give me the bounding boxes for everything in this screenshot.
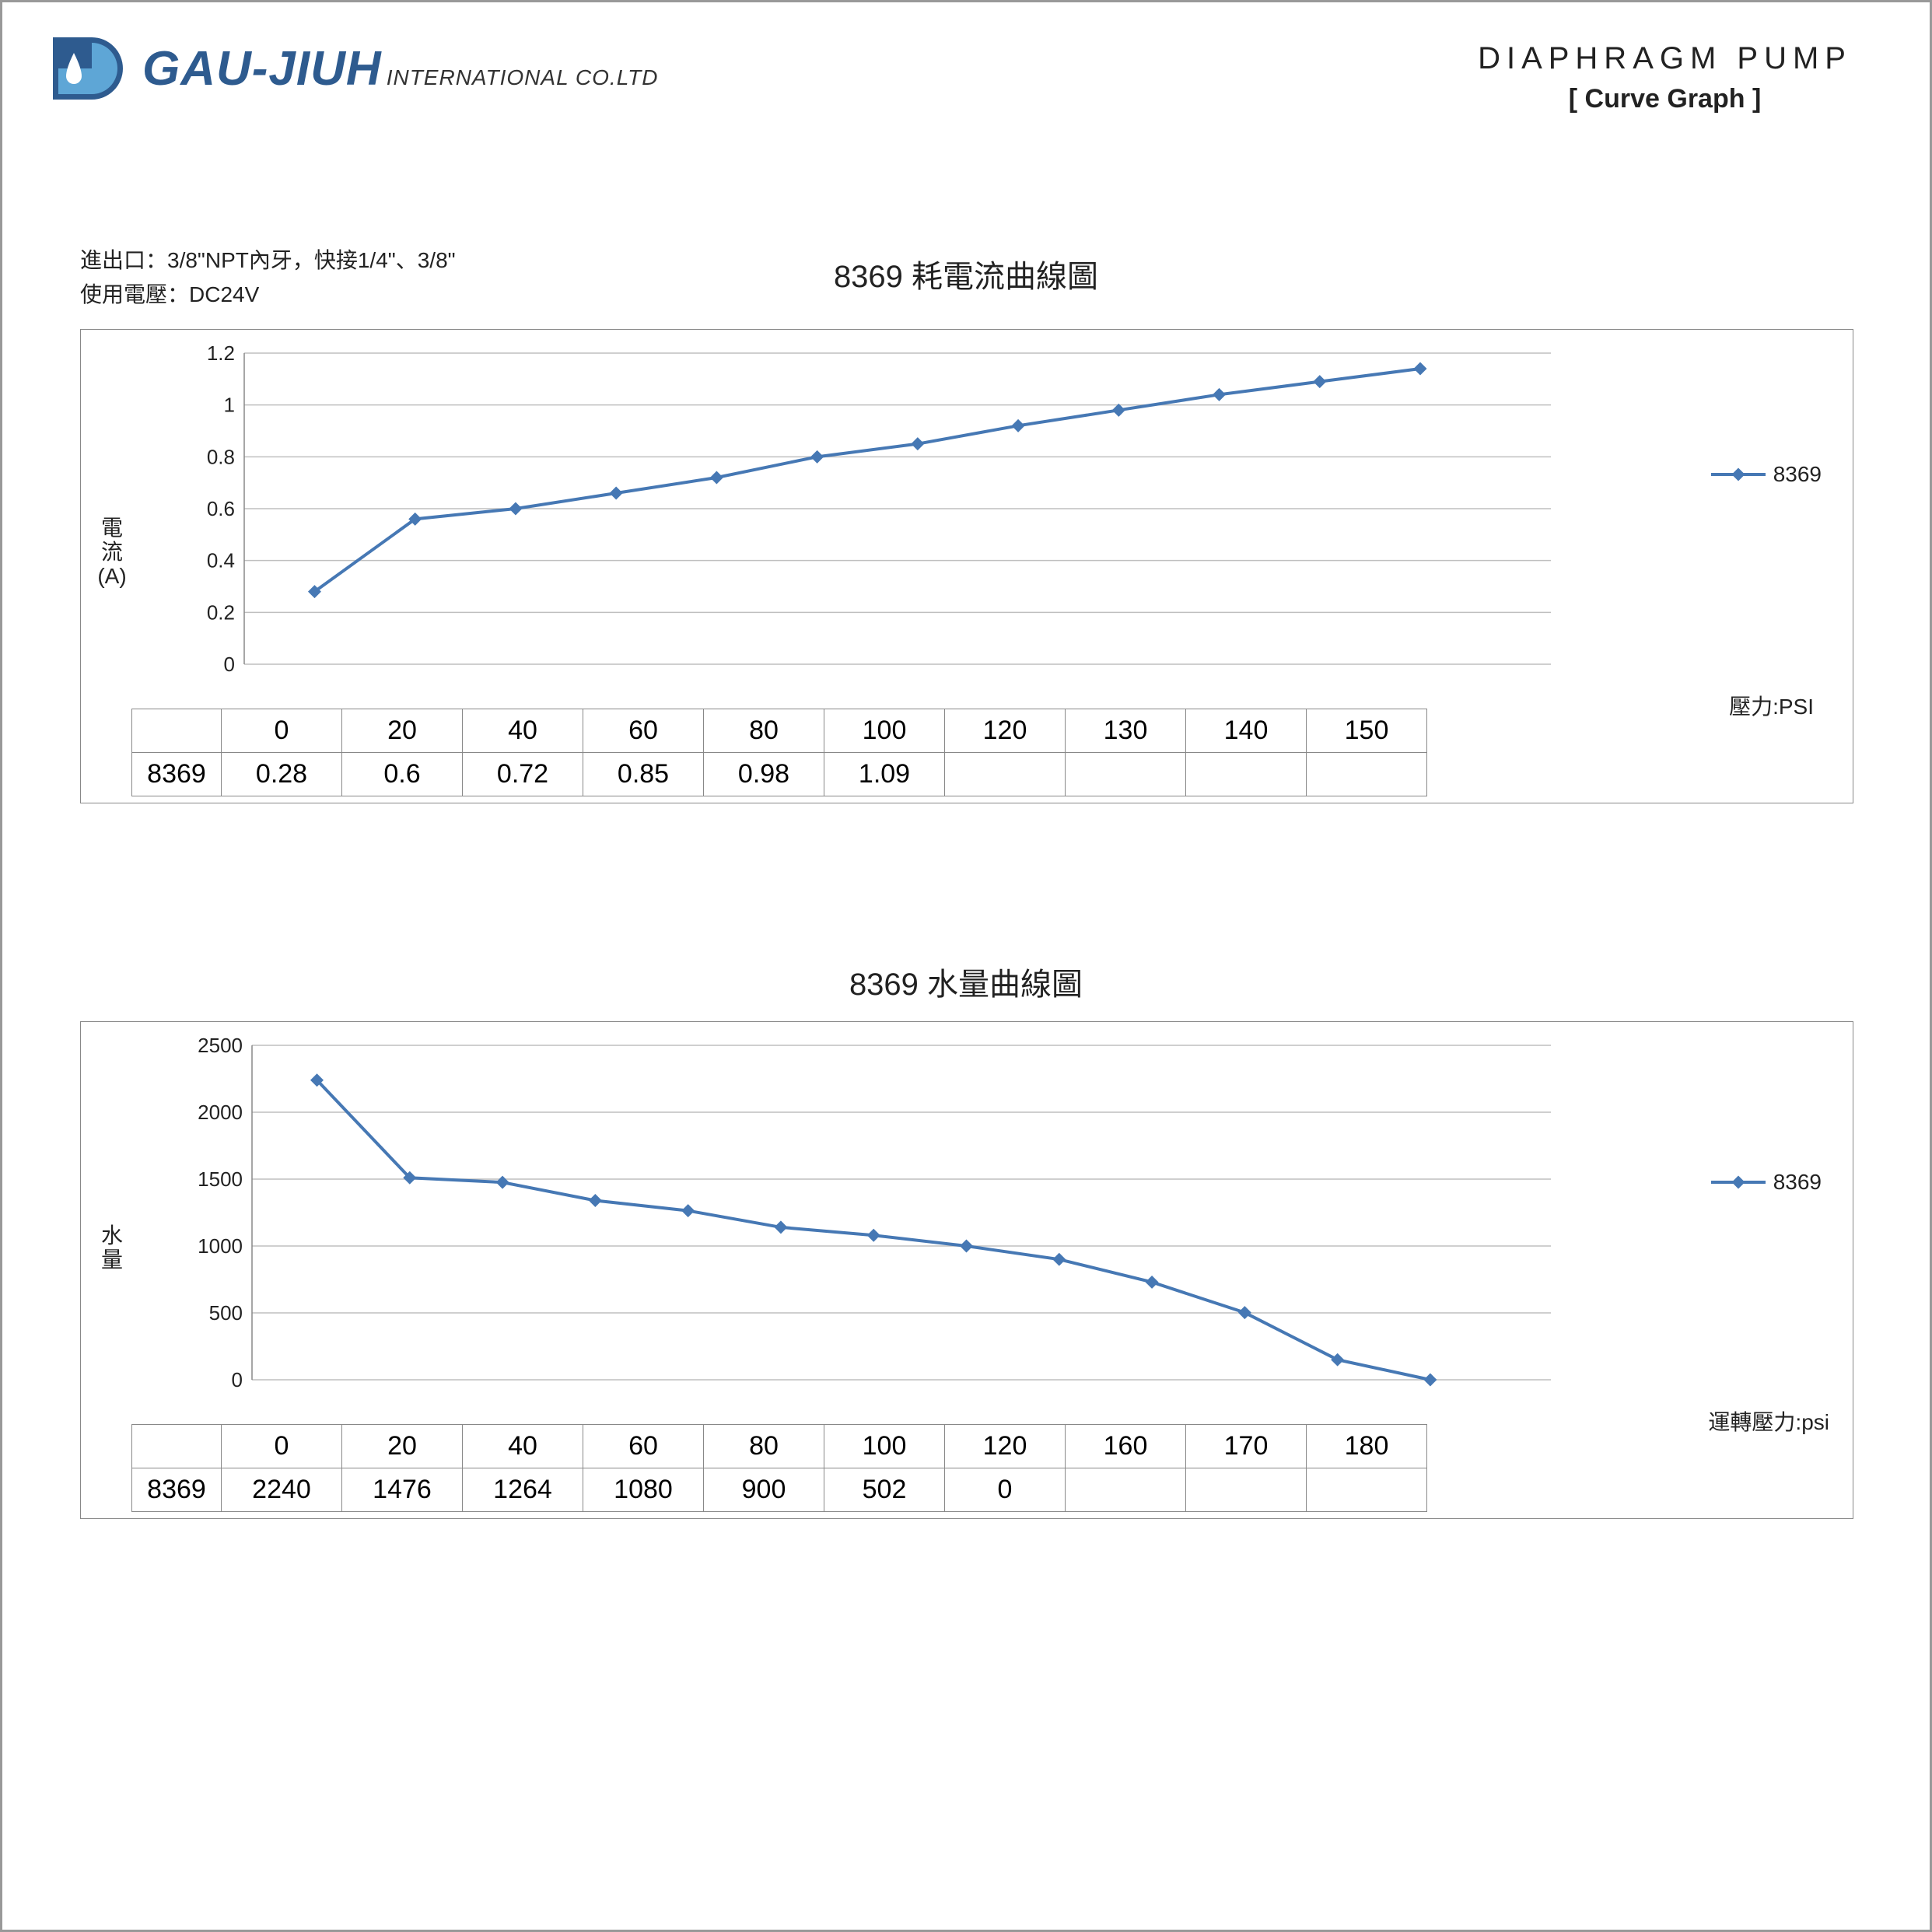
table-x-header: 40 [463,709,583,753]
table-row-label: 8369 [132,1468,222,1512]
chart1-plot: 0 0.2 0.4 0.6 0.8 1 1.2 [174,345,1559,688]
chart2-xlabel: 運轉壓力:psi [1708,1405,1829,1437]
chart1-title: 8369 耗電流曲線圖 [2,251,1930,296]
table-x-header: 80 [704,709,824,753]
table-cell [1307,1468,1427,1512]
table-x-header: 140 [1186,709,1307,753]
svg-text:1500: 1500 [198,1167,243,1191]
table-cell [1066,753,1186,796]
table-x-header: 0 [222,1425,342,1468]
table-x-header: 150 [1307,709,1427,753]
table-x-header: 170 [1186,1425,1307,1468]
product-type: DIAPHRAGM PUMP [1478,41,1852,76]
table-cell: 1080 [583,1468,704,1512]
table-cell: 0.72 [463,753,583,796]
table-cell [1186,753,1307,796]
table-x-header: 130 [1066,709,1186,753]
svg-text:1000: 1000 [198,1234,243,1258]
chart1-ylabel: 電流(A) [96,516,128,588]
svg-text:500: 500 [209,1301,243,1325]
table-x-header: 100 [824,1425,945,1468]
table-x-header: 20 [342,1425,463,1468]
table-cell: 502 [824,1468,945,1512]
table-cell [1307,753,1427,796]
chart1-xlabel: 壓力:PSI [1729,690,1814,721]
table-cell: 900 [704,1468,824,1512]
table-x-header: 160 [1066,1425,1186,1468]
table-cell: 2240 [222,1468,342,1512]
table-cell [1186,1468,1307,1512]
table-cell [1066,1468,1186,1512]
table-row-label: 8369 [132,753,222,796]
table-cell: 0.6 [342,753,463,796]
company-subtitle: INTERNATIONAL CO.LTD [387,65,659,89]
page-frame: GAU-JIUHINTERNATIONAL CO.LTD DIAPHRAGM P… [0,0,1932,1932]
chart2-ylabel: 水量 [100,1224,124,1272]
chart2-table: 0204060801001201601701808369224014761264… [131,1424,1427,1512]
table-x-header: 60 [583,709,704,753]
header: GAU-JIUHINTERNATIONAL CO.LTD DIAPHRAGM P… [49,33,1883,127]
svg-text:0: 0 [224,653,235,676]
chart2-plot: 0 500 1000 1500 2000 2500 [174,1038,1559,1403]
graph-label: [ Curve Graph ] [1478,84,1852,114]
table-cell: 0 [945,1468,1066,1512]
chart2-box: 水量 05001000150020002500 8369 運轉壓力:psi 02… [80,1021,1853,1519]
svg-text:0.6: 0.6 [207,497,235,520]
chart1-series-name: 8369 [1773,462,1822,487]
table-x-header: 120 [945,709,1066,753]
header-right: DIAPHRAGM PUMP [ Curve Graph ] [1478,41,1852,114]
chart1-table: 02040608010012013014015083690.280.60.720… [131,709,1427,796]
table-cell: 1476 [342,1468,463,1512]
table-x-header: 60 [583,1425,704,1468]
company-logo: GAU-JIUHINTERNATIONAL CO.LTD [49,33,659,103]
table-x-header: 40 [463,1425,583,1468]
svg-text:2000: 2000 [198,1101,243,1124]
table-cell: 0.98 [704,753,824,796]
svg-text:1: 1 [224,394,235,417]
table-cell: 0.28 [222,753,342,796]
table-cell [945,753,1066,796]
chart2-series-name: 8369 [1773,1170,1822,1195]
table-x-header: 20 [342,709,463,753]
chart2-legend: 8369 [1711,1170,1822,1195]
chart2-title: 8369 水量曲線圖 [2,959,1930,1004]
company-name: GAU-JIUH [142,42,382,96]
table-x-header: 100 [824,709,945,753]
legend-line-icon [1711,473,1766,476]
chart1-legend: 8369 [1711,462,1822,487]
company-name-block: GAU-JIUHINTERNATIONAL CO.LTD [142,41,659,96]
table-cell: 1264 [463,1468,583,1512]
table-x-header: 180 [1307,1425,1427,1468]
svg-text:2500: 2500 [198,1038,243,1057]
table-cell: 1.09 [824,753,945,796]
svg-text:0.4: 0.4 [207,549,235,572]
logo-icon [49,33,135,103]
svg-text:0: 0 [232,1368,243,1391]
table-x-header: 0 [222,709,342,753]
table-x-header: 80 [704,1425,824,1468]
svg-text:0.8: 0.8 [207,445,235,468]
svg-text:1.2: 1.2 [207,345,235,365]
table-x-header: 120 [945,1425,1066,1468]
svg-text:0.2: 0.2 [207,600,235,624]
chart1-box: 電流(A) 00.20.40.60.811.2 8369 壓力:PSI 0204… [80,329,1853,803]
legend-line-icon [1711,1181,1766,1184]
table-cell: 0.85 [583,753,704,796]
